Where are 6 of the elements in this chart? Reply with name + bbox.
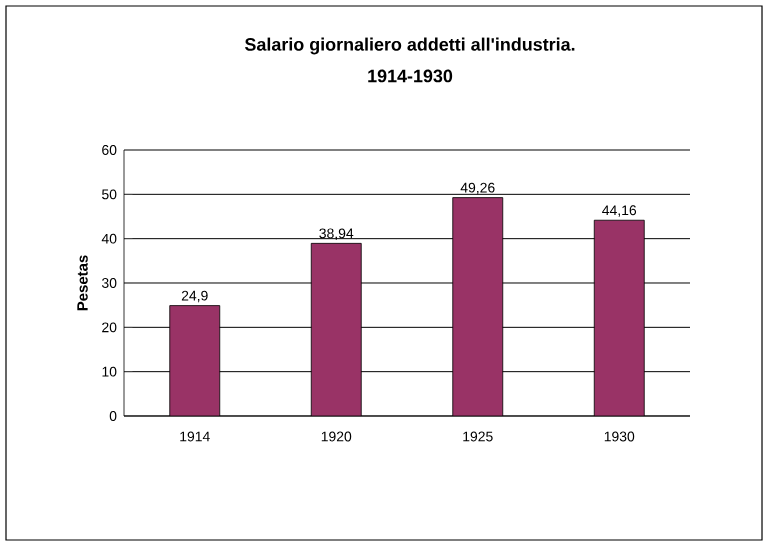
bar	[310, 242, 362, 416]
chart-title: Salario giornaliero addetti all'industria.	[244, 37, 575, 55]
bar	[593, 219, 645, 416]
bar	[452, 197, 504, 416]
bar	[169, 305, 221, 416]
chart-subtitle: 1914-1930	[368, 69, 453, 83]
